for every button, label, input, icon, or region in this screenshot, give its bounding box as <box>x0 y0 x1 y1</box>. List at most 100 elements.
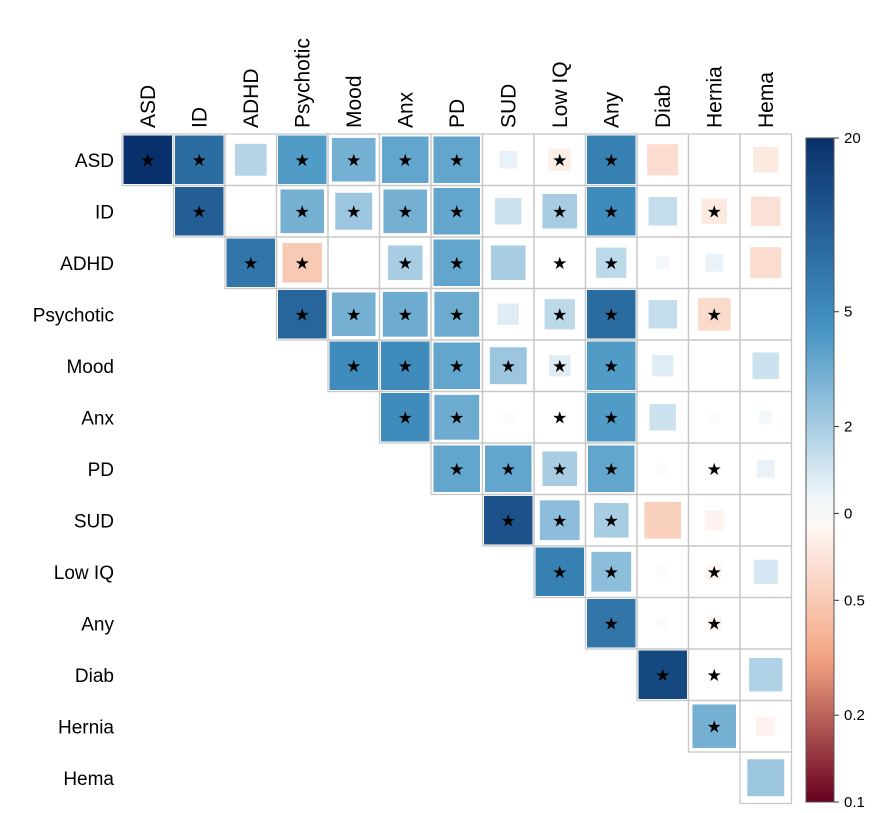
colorbar-tick-label: 0.5 <box>844 592 865 609</box>
cell-ADHD-Hernia <box>705 253 724 272</box>
row-label-Any: Any <box>81 614 114 635</box>
significance-star: ★ <box>398 151 413 170</box>
column-label-PD: PD <box>446 99 469 128</box>
cell-Low IQ-Low IQ <box>535 547 584 596</box>
row-label-Hernia: Hernia <box>58 717 114 738</box>
significance-star: ★ <box>501 460 516 479</box>
row-label-Mood: Mood <box>66 357 114 378</box>
cell-ADHD-Any <box>596 247 627 278</box>
cell-ASD-ADHD <box>234 143 267 176</box>
cell-Psychotic-PD <box>434 291 480 337</box>
matrix-grid <box>121 133 793 805</box>
cell-Psychotic-Low IQ <box>544 299 575 330</box>
cell-PD-Low IQ <box>542 451 578 487</box>
cell-PD-PD <box>433 445 481 493</box>
column-label-Mood: Mood <box>343 75 366 128</box>
significance-star: ★ <box>295 151 310 170</box>
column-label-Low IQ: Low IQ <box>549 61 572 128</box>
row-label-SUD: SUD <box>74 511 114 532</box>
cell-ASD-Any <box>587 135 636 184</box>
significance-star: ★ <box>243 254 258 273</box>
cell-Mood-Diab <box>652 355 674 377</box>
row-label-ID: ID <box>95 202 114 223</box>
significance-star: ★ <box>398 357 413 376</box>
cell-SUD-SUD <box>484 496 533 545</box>
column-label-Psychotic: Psychotic <box>291 38 314 128</box>
grid-cell <box>687 133 741 187</box>
cell-ADHD-ADHD <box>226 238 275 287</box>
row-label-Diab: Diab <box>75 666 114 687</box>
significance-star: ★ <box>707 563 722 582</box>
grid-cell <box>739 751 793 805</box>
cell-Mood-Any <box>587 341 636 390</box>
significance-star: ★ <box>346 357 361 376</box>
significance-star: ★ <box>552 511 567 530</box>
colorbar-tick-label: 5 <box>844 304 852 321</box>
significance-star: ★ <box>295 305 310 324</box>
cell-ASD-Psychotic <box>278 135 327 184</box>
significance-star: ★ <box>501 511 516 530</box>
cell-Mood-Low IQ <box>549 355 571 377</box>
column-label-Anx: Anx <box>394 91 417 128</box>
significance-star: ★ <box>398 305 413 324</box>
grid-cell <box>739 596 793 650</box>
significance-star: ★ <box>449 408 464 427</box>
cell-Low IQ-Diab <box>657 566 669 578</box>
significance-star: ★ <box>346 305 361 324</box>
column-label-ADHD: ADHD <box>240 68 263 128</box>
significance-star: ★ <box>655 666 670 685</box>
significance-star: ★ <box>552 563 567 582</box>
cell-Any-Any <box>587 599 636 648</box>
column-label-Hernia: Hernia <box>703 66 726 128</box>
cell-ASD-ASD <box>123 135 172 184</box>
significance-star: ★ <box>192 151 207 170</box>
significance-star: ★ <box>552 408 567 427</box>
cell-Psychotic-Psychotic <box>278 290 327 339</box>
cell-SUD-Diab <box>644 501 682 539</box>
cell-Psychotic-Anx <box>382 291 428 337</box>
column-label-ID: ID <box>188 107 211 128</box>
cell-Mood-Mood <box>329 341 378 390</box>
significance-star: ★ <box>552 460 567 479</box>
significance-star: ★ <box>552 357 567 376</box>
cell-ASD-Anx <box>381 136 429 184</box>
significance-star: ★ <box>604 460 619 479</box>
cell-ID-Any <box>587 187 636 236</box>
colorbar-tick-label: 0 <box>844 505 852 522</box>
significance-star: ★ <box>604 202 619 221</box>
significance-star: ★ <box>552 202 567 221</box>
significance-star: ★ <box>552 305 567 324</box>
significance-star: ★ <box>604 614 619 633</box>
row-label-ADHD: ADHD <box>60 254 114 275</box>
significance-star: ★ <box>707 717 722 736</box>
row-label-Low IQ: Low IQ <box>54 563 114 584</box>
significance-star: ★ <box>449 254 464 273</box>
cell-Psychotic-Mood <box>331 292 376 337</box>
cell-Mood-Anx <box>381 341 430 390</box>
column-label-Hema: Hema <box>755 72 778 128</box>
cell-Anx-SUD <box>502 411 514 423</box>
colorbar-tick-label: 0.2 <box>844 707 865 724</box>
significance-star: ★ <box>449 151 464 170</box>
colorbar-gradient <box>805 137 835 803</box>
cell-Anx-PD <box>434 394 480 440</box>
significance-star: ★ <box>552 254 567 273</box>
column-label-SUD: SUD <box>497 84 520 128</box>
significance-star: ★ <box>398 202 413 221</box>
cell-Low IQ-Any <box>591 551 632 592</box>
row-label-Hema: Hema <box>63 769 114 790</box>
cell-Anx-Hema <box>759 410 773 424</box>
cell-ID-PD <box>433 187 481 235</box>
cell-Psychotic-SUD <box>497 303 519 325</box>
cell-Psychotic-Any <box>587 290 636 339</box>
grid-cell <box>224 184 278 238</box>
significance-star: ★ <box>604 408 619 427</box>
cell-Psychotic-Diab <box>648 300 677 329</box>
cell-ID-Mood <box>335 192 373 230</box>
significance-star: ★ <box>295 254 310 273</box>
row-label-ASD: ASD <box>75 151 114 172</box>
significance-star: ★ <box>604 151 619 170</box>
cell-Anx-Diab <box>649 404 676 431</box>
cell-ID-Diab <box>648 197 677 226</box>
significance-star: ★ <box>552 151 567 170</box>
